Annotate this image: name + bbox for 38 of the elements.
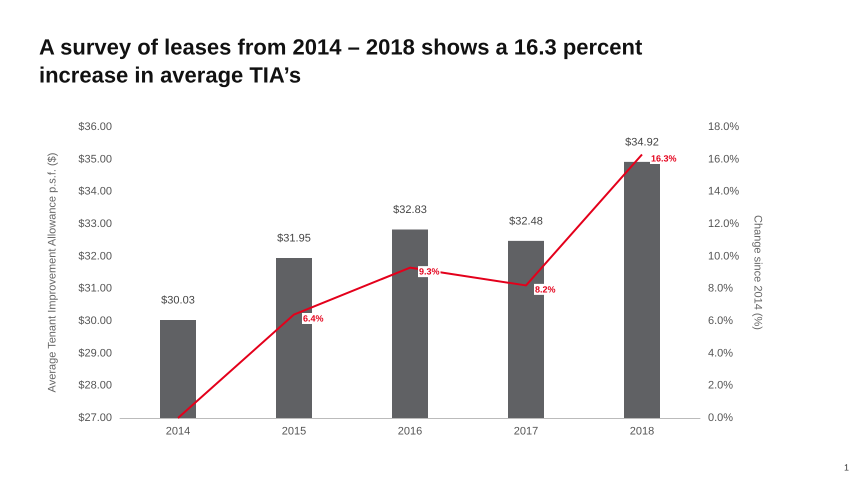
text: 1: [844, 462, 850, 472]
y2-axis-title: Change since 2014 (%): [752, 215, 764, 330]
y-tick-label: $30.00: [78, 315, 112, 327]
data-label: 8.2%: [535, 284, 556, 294]
y-tick-label: $32.00: [78, 250, 112, 262]
data-label: 6.4%: [303, 314, 324, 324]
y-tick-label: $33.00: [78, 218, 112, 230]
y-tick-label: $31.00: [78, 282, 112, 295]
data-label: 9.3%: [419, 266, 440, 277]
y-tick-label: $29.00: [78, 347, 112, 360]
x-tick-label: 2016: [398, 426, 422, 438]
y2-tick-label: 2.0%: [708, 380, 734, 392]
y2-tick-label: 4.0%: [708, 347, 734, 360]
x-tick-label: 2014: [166, 426, 190, 438]
data-label: $34.92: [625, 136, 659, 148]
data-label: $30.03: [161, 294, 195, 307]
y2-tick-label: 10.0%: [708, 250, 740, 262]
y2-tick-label: 8.0%: [708, 282, 734, 295]
x-tick-label: 2018: [630, 426, 654, 438]
y-axis-title: Average Tenant Improvement Allowance p.s.f. ($): [46, 152, 58, 392]
y-tick-label: $34.00: [78, 186, 112, 198]
y-tick-label: $27.00: [78, 412, 112, 424]
x-tick-label: 2015: [282, 426, 306, 438]
y-tick-label: $35.00: [78, 153, 112, 166]
x-tick-label: 2017: [514, 426, 538, 438]
y2-tick-label: 14.0%: [708, 186, 740, 198]
y2-tick-label: 18.0%: [708, 121, 740, 133]
data-label: 16.3%: [651, 153, 677, 164]
chart-title: A survey of leases from 2014 – 2018 shows a 16.3 percent increase in average TIA’s: [39, 34, 648, 88]
y2-tick-label: 12.0%: [708, 218, 740, 230]
data-label: $32.48: [509, 215, 543, 228]
y-tick-label: $28.00: [78, 380, 112, 392]
y2-tick-label: 0.0%: [708, 412, 734, 424]
data-label: $32.83: [393, 204, 427, 216]
y2-tick-label: 6.0%: [708, 315, 734, 327]
y2-tick-label: 16.0%: [708, 153, 740, 166]
data-label: $31.95: [277, 232, 311, 244]
y-tick-label: $36.00: [78, 121, 112, 133]
